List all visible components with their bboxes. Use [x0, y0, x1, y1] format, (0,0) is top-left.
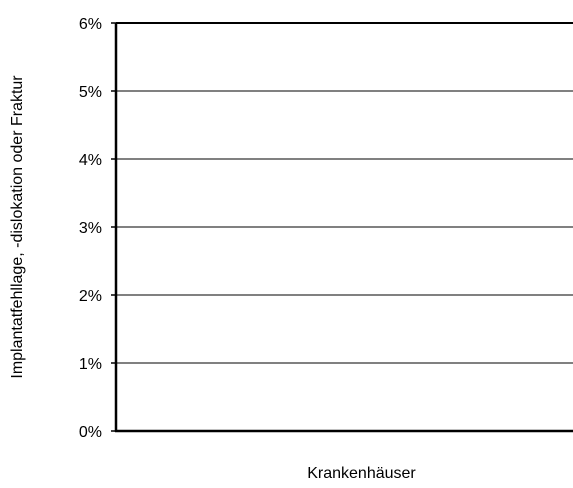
- y-tick-label: 4%: [79, 152, 102, 169]
- y-tick-label: 5%: [79, 84, 102, 101]
- y-tick-label: 1%: [79, 356, 102, 373]
- y-tick-label: 3%: [79, 220, 102, 237]
- y-axis-label: Implantatfehllage, -dislokation oder Fra…: [9, 75, 26, 379]
- y-tick-labels: 0% 1% 2% 3% 4% 5% 6%: [79, 16, 116, 441]
- gridlines: [116, 22, 573, 364]
- y-tick-label: 2%: [79, 288, 102, 305]
- x-axis-label: Krankenhäuser: [307, 465, 416, 482]
- y-tick-label: 6%: [79, 16, 102, 33]
- y-tick-label: 0%: [79, 424, 102, 441]
